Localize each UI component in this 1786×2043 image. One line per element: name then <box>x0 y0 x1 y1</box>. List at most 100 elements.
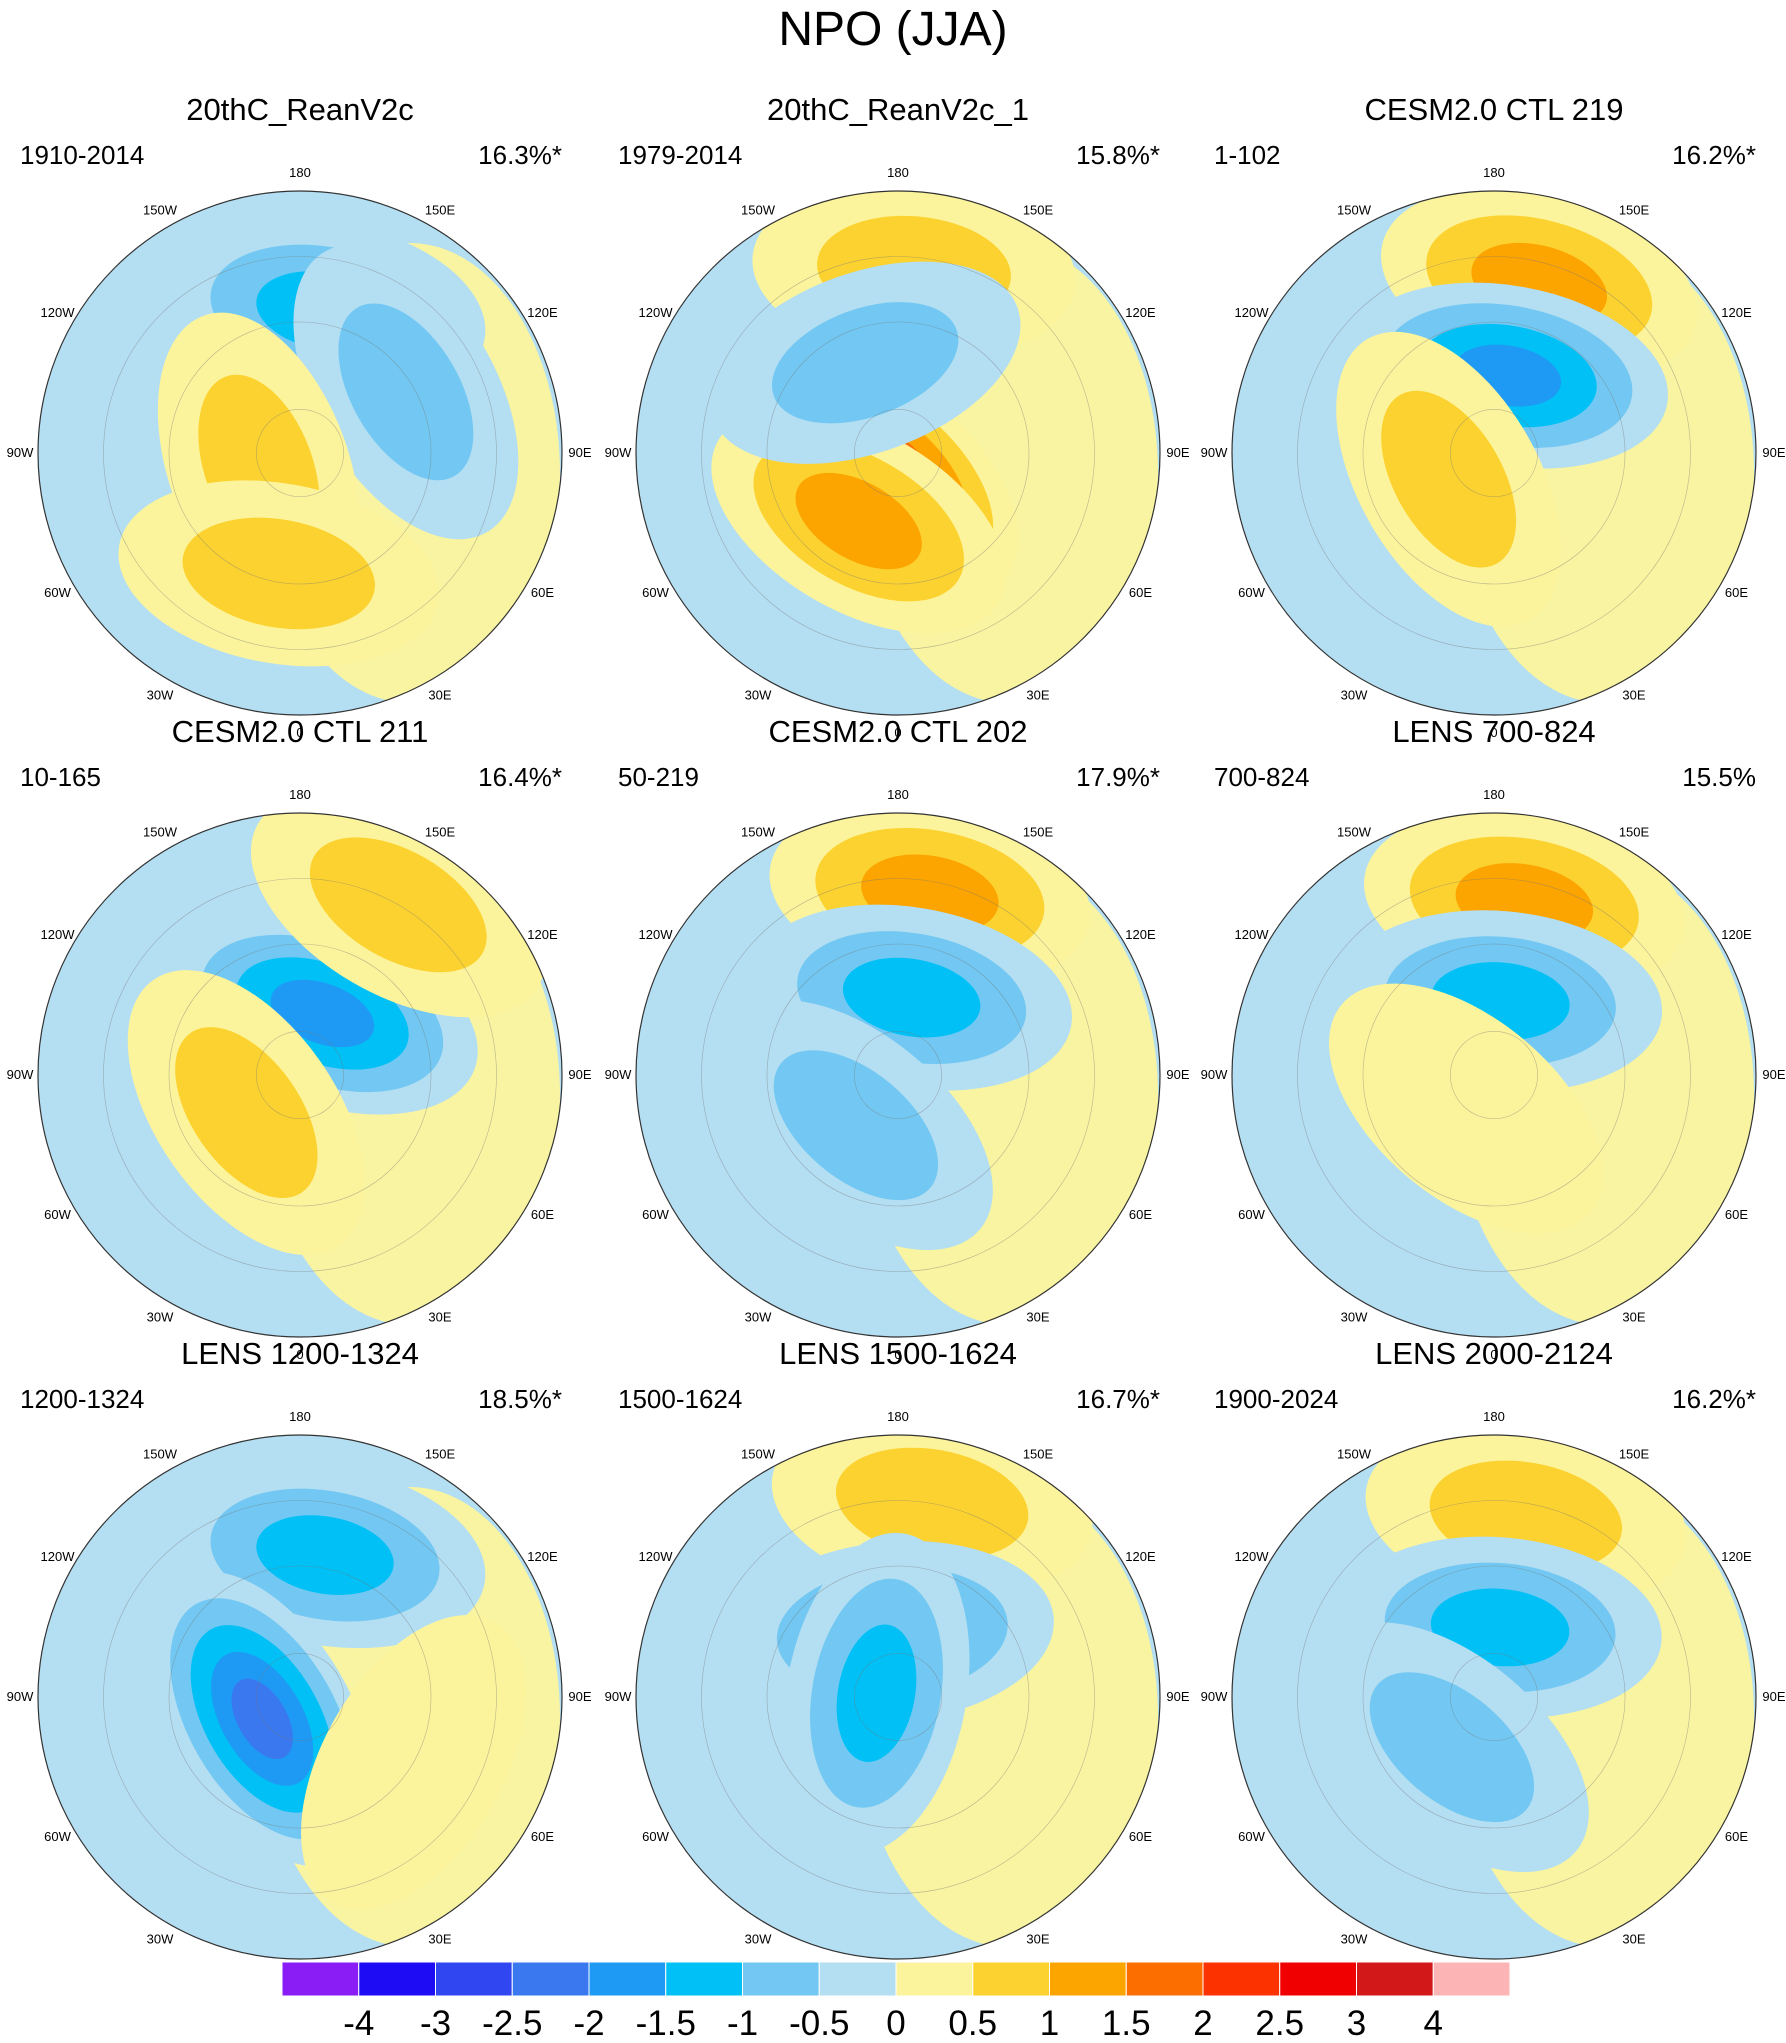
longitude-label: 180 <box>1483 1409 1505 1424</box>
longitude-label: 30E <box>1622 1931 1645 1946</box>
latitude-circle <box>701 1500 1095 1894</box>
figure-title: NPO (JJA) <box>778 3 1008 56</box>
latitude-circle <box>701 256 1095 650</box>
longitude-label: 30W <box>745 1931 772 1946</box>
map-panel: 20thC_ReanV2c_1 1979-2014 15.8%* 180 150W 150… <box>605 92 1190 740</box>
longitude-label: 120E <box>1721 1549 1752 1564</box>
longitude-label: 150W <box>1337 203 1372 218</box>
anomaly-contour <box>182 517 375 630</box>
longitude-label: 180 <box>887 165 909 180</box>
longitude-label: 30W <box>745 687 772 702</box>
panel-period: 1910-2014 <box>20 140 145 170</box>
colorbar-tick-label: -3 <box>419 2004 452 2043</box>
longitude-label: 150E <box>1023 203 1054 218</box>
latitude-circle <box>103 1500 497 1894</box>
longitude-label: 30E <box>1622 687 1645 702</box>
longitude-label: 0 <box>1490 1347 1497 1362</box>
map-field <box>38 191 562 715</box>
longitude-label: 60E <box>531 1829 554 1844</box>
map-border <box>37 1434 563 1960</box>
colorbar-tick-label: 0 <box>886 2004 906 2043</box>
map-panel: LENS 700-824 700-824 15.5% 180 150W 150E 120W 1… <box>1201 714 1786 1362</box>
longitude-label: 90E <box>1166 1067 1189 1082</box>
colorbar-tick-label: 0.5 <box>948 2004 998 2043</box>
longitude-label: 90E <box>568 445 591 460</box>
longitude-label: 60E <box>1129 1207 1152 1222</box>
colorbar-tick-label: -0.5 <box>789 2004 850 2043</box>
longitude-label: 120W <box>639 927 674 942</box>
map-panel: CESM2.0 CTL 202 50-219 17.9%* 180 150W 150E 12… <box>605 714 1190 1362</box>
longitude-label: 120E <box>527 927 558 942</box>
latitude-circle <box>854 1031 942 1119</box>
longitude-label: 150E <box>425 1447 456 1462</box>
longitude-label: 120E <box>527 1549 558 1564</box>
colorbar-swatch <box>1202 1961 1281 1997</box>
latitude-circle <box>1450 1653 1538 1741</box>
colorbar-tick-label: 1.5 <box>1101 2004 1151 2043</box>
map-border <box>37 812 563 1338</box>
longitude-label: 60W <box>642 1207 669 1222</box>
longitude-label: 60E <box>1725 1207 1748 1222</box>
longitude-label: 180 <box>289 1409 311 1424</box>
longitude-label: 30E <box>1026 1309 1049 1324</box>
longitude-label: 30E <box>428 687 451 702</box>
latitude-circle <box>1362 943 1626 1207</box>
longitude-label: 30W <box>147 1309 174 1324</box>
latitude-circle <box>256 409 344 497</box>
colorbar-tick-label: 2.5 <box>1255 2004 1305 2043</box>
colorbar-swatch <box>281 1961 360 1997</box>
longitude-label: 90W <box>605 1067 632 1082</box>
anomaly-contour <box>256 1515 394 1595</box>
panel-variance: 16.4%* <box>478 762 562 792</box>
colorbar-swatch <box>588 1961 667 1997</box>
longitude-label: 0 <box>296 1347 303 1362</box>
colorbar-swatch <box>895 1961 974 1997</box>
longitude-label: 30W <box>147 687 174 702</box>
longitude-label: 150E <box>1619 825 1650 840</box>
longitude-label: 180 <box>289 787 311 802</box>
longitude-label: 30W <box>147 1931 174 1946</box>
longitude-label: 0 <box>296 725 303 740</box>
longitude-label: 120W <box>1235 927 1270 942</box>
map-field <box>1232 191 1756 715</box>
latitude-circle <box>168 1565 432 1829</box>
panel-title: CESM2.0 CTL 211 <box>171 714 429 749</box>
longitude-label: 90E <box>568 1689 591 1704</box>
map-panel: 20thC_ReanV2c 1910-2014 16.3%* 180 150W 150E 1… <box>7 92 592 740</box>
longitude-label: 90W <box>7 445 34 460</box>
longitude-label: 90W <box>7 1689 34 1704</box>
latitude-circle <box>854 1653 942 1741</box>
longitude-label: 90E <box>1166 1689 1189 1704</box>
colorbar-tick-label: 2 <box>1193 2004 1213 2043</box>
anomaly-contour <box>795 472 922 570</box>
anomaly-contour <box>175 1027 318 1199</box>
map-field <box>38 1435 562 1959</box>
longitude-label: 150W <box>741 203 776 218</box>
anomaly-contour <box>771 302 959 424</box>
colorbar-swatch <box>972 1961 1050 1997</box>
map-border <box>635 1434 1161 1960</box>
map-panel: CESM2.0 CTL 219 1-102 16.2%* 180 150W 150E 120… <box>1201 92 1786 740</box>
latitude-circle <box>256 1031 344 1119</box>
colorbar-tick-label: 1 <box>1039 2004 1060 2043</box>
longitude-label: 60W <box>1238 1829 1265 1844</box>
panel-variance: 16.2%* <box>1672 140 1756 170</box>
longitude-label: 60E <box>531 1207 554 1222</box>
longitude-label: 30E <box>1622 1309 1645 1324</box>
longitude-label: 90W <box>1201 1067 1228 1082</box>
map-border <box>1231 1434 1757 1960</box>
map-field <box>1232 813 1756 1337</box>
latitude-circle <box>168 321 432 585</box>
longitude-label: 30E <box>1026 687 1049 702</box>
anomaly-contour <box>270 979 375 1048</box>
longitude-label: 120W <box>639 305 674 320</box>
colorbar-tick-label: 4 <box>1423 2004 1443 2043</box>
map-border <box>1231 190 1757 716</box>
longitude-label: 150W <box>1337 1447 1372 1462</box>
